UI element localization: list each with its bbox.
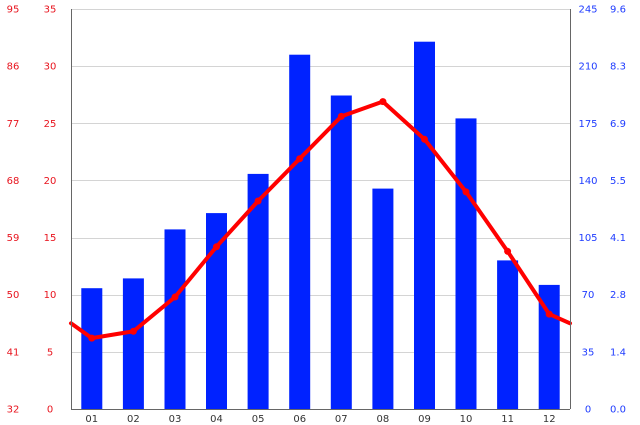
right-inner-tick-1: 210 [578, 62, 597, 73]
bar-09 [414, 41, 435, 409]
left-outer-tick-7: 32 [7, 405, 20, 416]
x-tick-01: 01 [85, 414, 98, 425]
line-point-04 [213, 243, 220, 251]
line-point-06 [296, 155, 304, 163]
bar-05 [247, 173, 269, 409]
bar-07 [330, 95, 352, 409]
x-tick-11: 11 [501, 414, 514, 425]
x-tick-08: 08 [377, 414, 390, 425]
x-tick-12: 12 [543, 414, 556, 425]
line-point-11 [504, 247, 512, 255]
x-tick-06: 06 [293, 414, 306, 425]
left-outer-tick-2: 77 [7, 119, 20, 130]
left-outer-tick-5: 50 [7, 290, 20, 301]
right-outer-tick-1: 8.3 [610, 62, 626, 73]
left-inner-tick-2: 25 [44, 119, 57, 130]
gridlines [71, 9, 570, 353]
left-inner-tick-7: 0 [47, 405, 53, 416]
right-inner-tick-7: 0 [585, 405, 591, 416]
left-inner-tick-4: 15 [44, 233, 57, 244]
bar-01 [81, 288, 103, 409]
left-inner-tick-0: 35 [44, 5, 57, 16]
line-point-07 [337, 112, 345, 120]
right-inner-tick-6: 35 [582, 347, 595, 358]
right-inner-tick-5: 70 [582, 290, 595, 301]
x-tick-09: 09 [418, 414, 431, 425]
bar-11 [497, 260, 519, 409]
right-outer-tick-6: 1.4 [610, 347, 626, 358]
left-outer-tick-6: 41 [7, 347, 20, 358]
right-outer-tick-7: 0.0 [610, 405, 626, 416]
right-outer-tick-4: 4.1 [610, 233, 626, 244]
line-point-01 [88, 334, 96, 342]
tick-labels: 9586776859504132353025201510502452101751… [7, 5, 626, 425]
left-inner-tick-3: 20 [44, 176, 57, 187]
line-series [69, 98, 572, 342]
x-tick-10: 10 [460, 414, 473, 425]
line-point-09 [421, 135, 428, 143]
bar-10 [455, 118, 477, 410]
left-inner-tick-5: 10 [44, 290, 57, 301]
axes [71, 9, 571, 410]
x-tick-02: 02 [127, 414, 140, 425]
right-inner-tick-3: 140 [578, 176, 597, 187]
x-tick-07: 07 [335, 414, 348, 425]
bar-06 [289, 54, 311, 409]
line-point-12 [545, 310, 553, 318]
left-inner-tick-1: 30 [44, 62, 57, 73]
x-tick-03: 03 [169, 414, 182, 425]
line-point-03 [171, 293, 179, 301]
right-inner-tick-4: 105 [578, 233, 597, 244]
right-inner-tick-2: 175 [578, 119, 597, 130]
left-outer-tick-0: 95 [7, 5, 20, 16]
temperature-line [69, 99, 572, 341]
left-outer-tick-1: 86 [7, 62, 20, 73]
x-tick-05: 05 [252, 414, 265, 425]
right-outer-tick-3: 5.5 [610, 176, 626, 187]
right-outer-tick-2: 6.9 [610, 119, 626, 130]
bar-series [81, 41, 560, 410]
right-outer-tick-0: 9.6 [610, 5, 626, 16]
bar-04 [206, 213, 227, 409]
left-outer-tick-3: 68 [7, 176, 20, 187]
bar-02 [122, 278, 144, 409]
line-point-08 [379, 98, 387, 106]
left-inner-tick-6: 5 [47, 347, 53, 358]
left-outer-tick-4: 59 [7, 233, 20, 244]
bar-03 [164, 229, 186, 409]
line-point-10 [462, 188, 470, 196]
x-tick-04: 04 [210, 414, 223, 425]
line-point-02 [129, 327, 137, 335]
line-point-05 [254, 197, 262, 205]
bar-08 [372, 188, 394, 409]
right-inner-tick-0: 245 [578, 5, 597, 16]
right-outer-tick-5: 2.8 [610, 290, 626, 301]
